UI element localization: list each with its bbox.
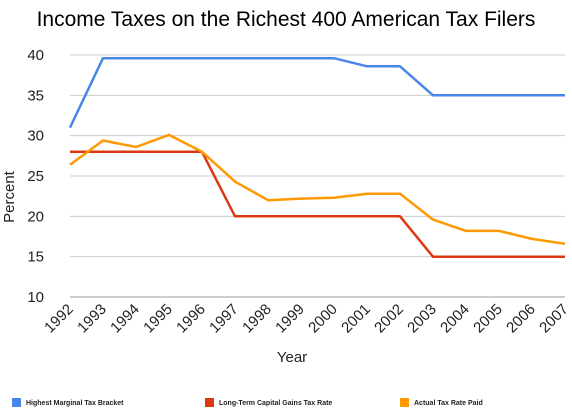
x-tick-label: 1997 (206, 301, 242, 337)
x-tick-label: 2000 (305, 301, 341, 337)
y-tick-label: 30 (27, 128, 44, 145)
y-tick-label: 20 (27, 208, 44, 225)
series-line-1 (70, 150, 565, 258)
x-tick-label: 2002 (371, 301, 407, 337)
legend-label: Actual Tax Rate Paid (414, 400, 483, 407)
legend-label: Long-Term Capital Gains Tax Rate (219, 400, 332, 407)
gridlines (70, 54, 565, 298)
x-tick-label: 2006 (503, 301, 539, 337)
series-line-2 (69, 133, 566, 246)
legend: Highest Marginal Tax Bracket Long-Term Ca… (12, 398, 483, 407)
x-axis-title: Year (277, 349, 307, 366)
x-axis-ticks: 1992199319941995199619971998199920002001… (41, 301, 572, 337)
x-tick-label: 1994 (107, 301, 143, 337)
legend-item: Actual Tax Rate Paid (400, 398, 483, 407)
legend-swatch (12, 398, 21, 407)
y-tick-label: 40 (27, 47, 44, 64)
x-tick-label: 1999 (272, 301, 308, 337)
y-tick-label: 15 (27, 249, 44, 266)
legend-item: Highest Marginal Tax Bracket (12, 398, 124, 407)
y-tick-label: 10 (27, 289, 44, 306)
legend-swatch (205, 398, 214, 407)
legend-label: Highest Marginal Tax Bracket (26, 400, 124, 407)
y-tick-label: 35 (27, 87, 44, 104)
x-tick-label: 2005 (470, 301, 506, 337)
legend-item: Long-Term Capital Gains Tax Rate (205, 398, 332, 407)
series-line-0 (68, 56, 565, 129)
x-tick-label: 1995 (140, 301, 176, 337)
x-tick-label: 2003 (404, 301, 440, 337)
x-tick-label: 1998 (239, 301, 275, 337)
x-tick-label: 1996 (173, 301, 209, 337)
x-tick-label: 2004 (437, 301, 473, 337)
chart-title: Income Taxes on the Richest 400 American… (36, 8, 536, 31)
y-axis-ticks: 10 15 20 25 30 35 40 (27, 47, 44, 306)
x-tick-label: 1992 (41, 301, 77, 337)
x-tick-label: 1993 (74, 301, 110, 337)
x-tick-label: 2007 (536, 301, 572, 337)
x-tick-label: 2001 (338, 301, 374, 337)
series-lines (68, 56, 566, 258)
y-tick-label: 25 (27, 168, 44, 185)
legend-swatch (400, 398, 409, 407)
y-axis-title: Percent (1, 170, 18, 223)
